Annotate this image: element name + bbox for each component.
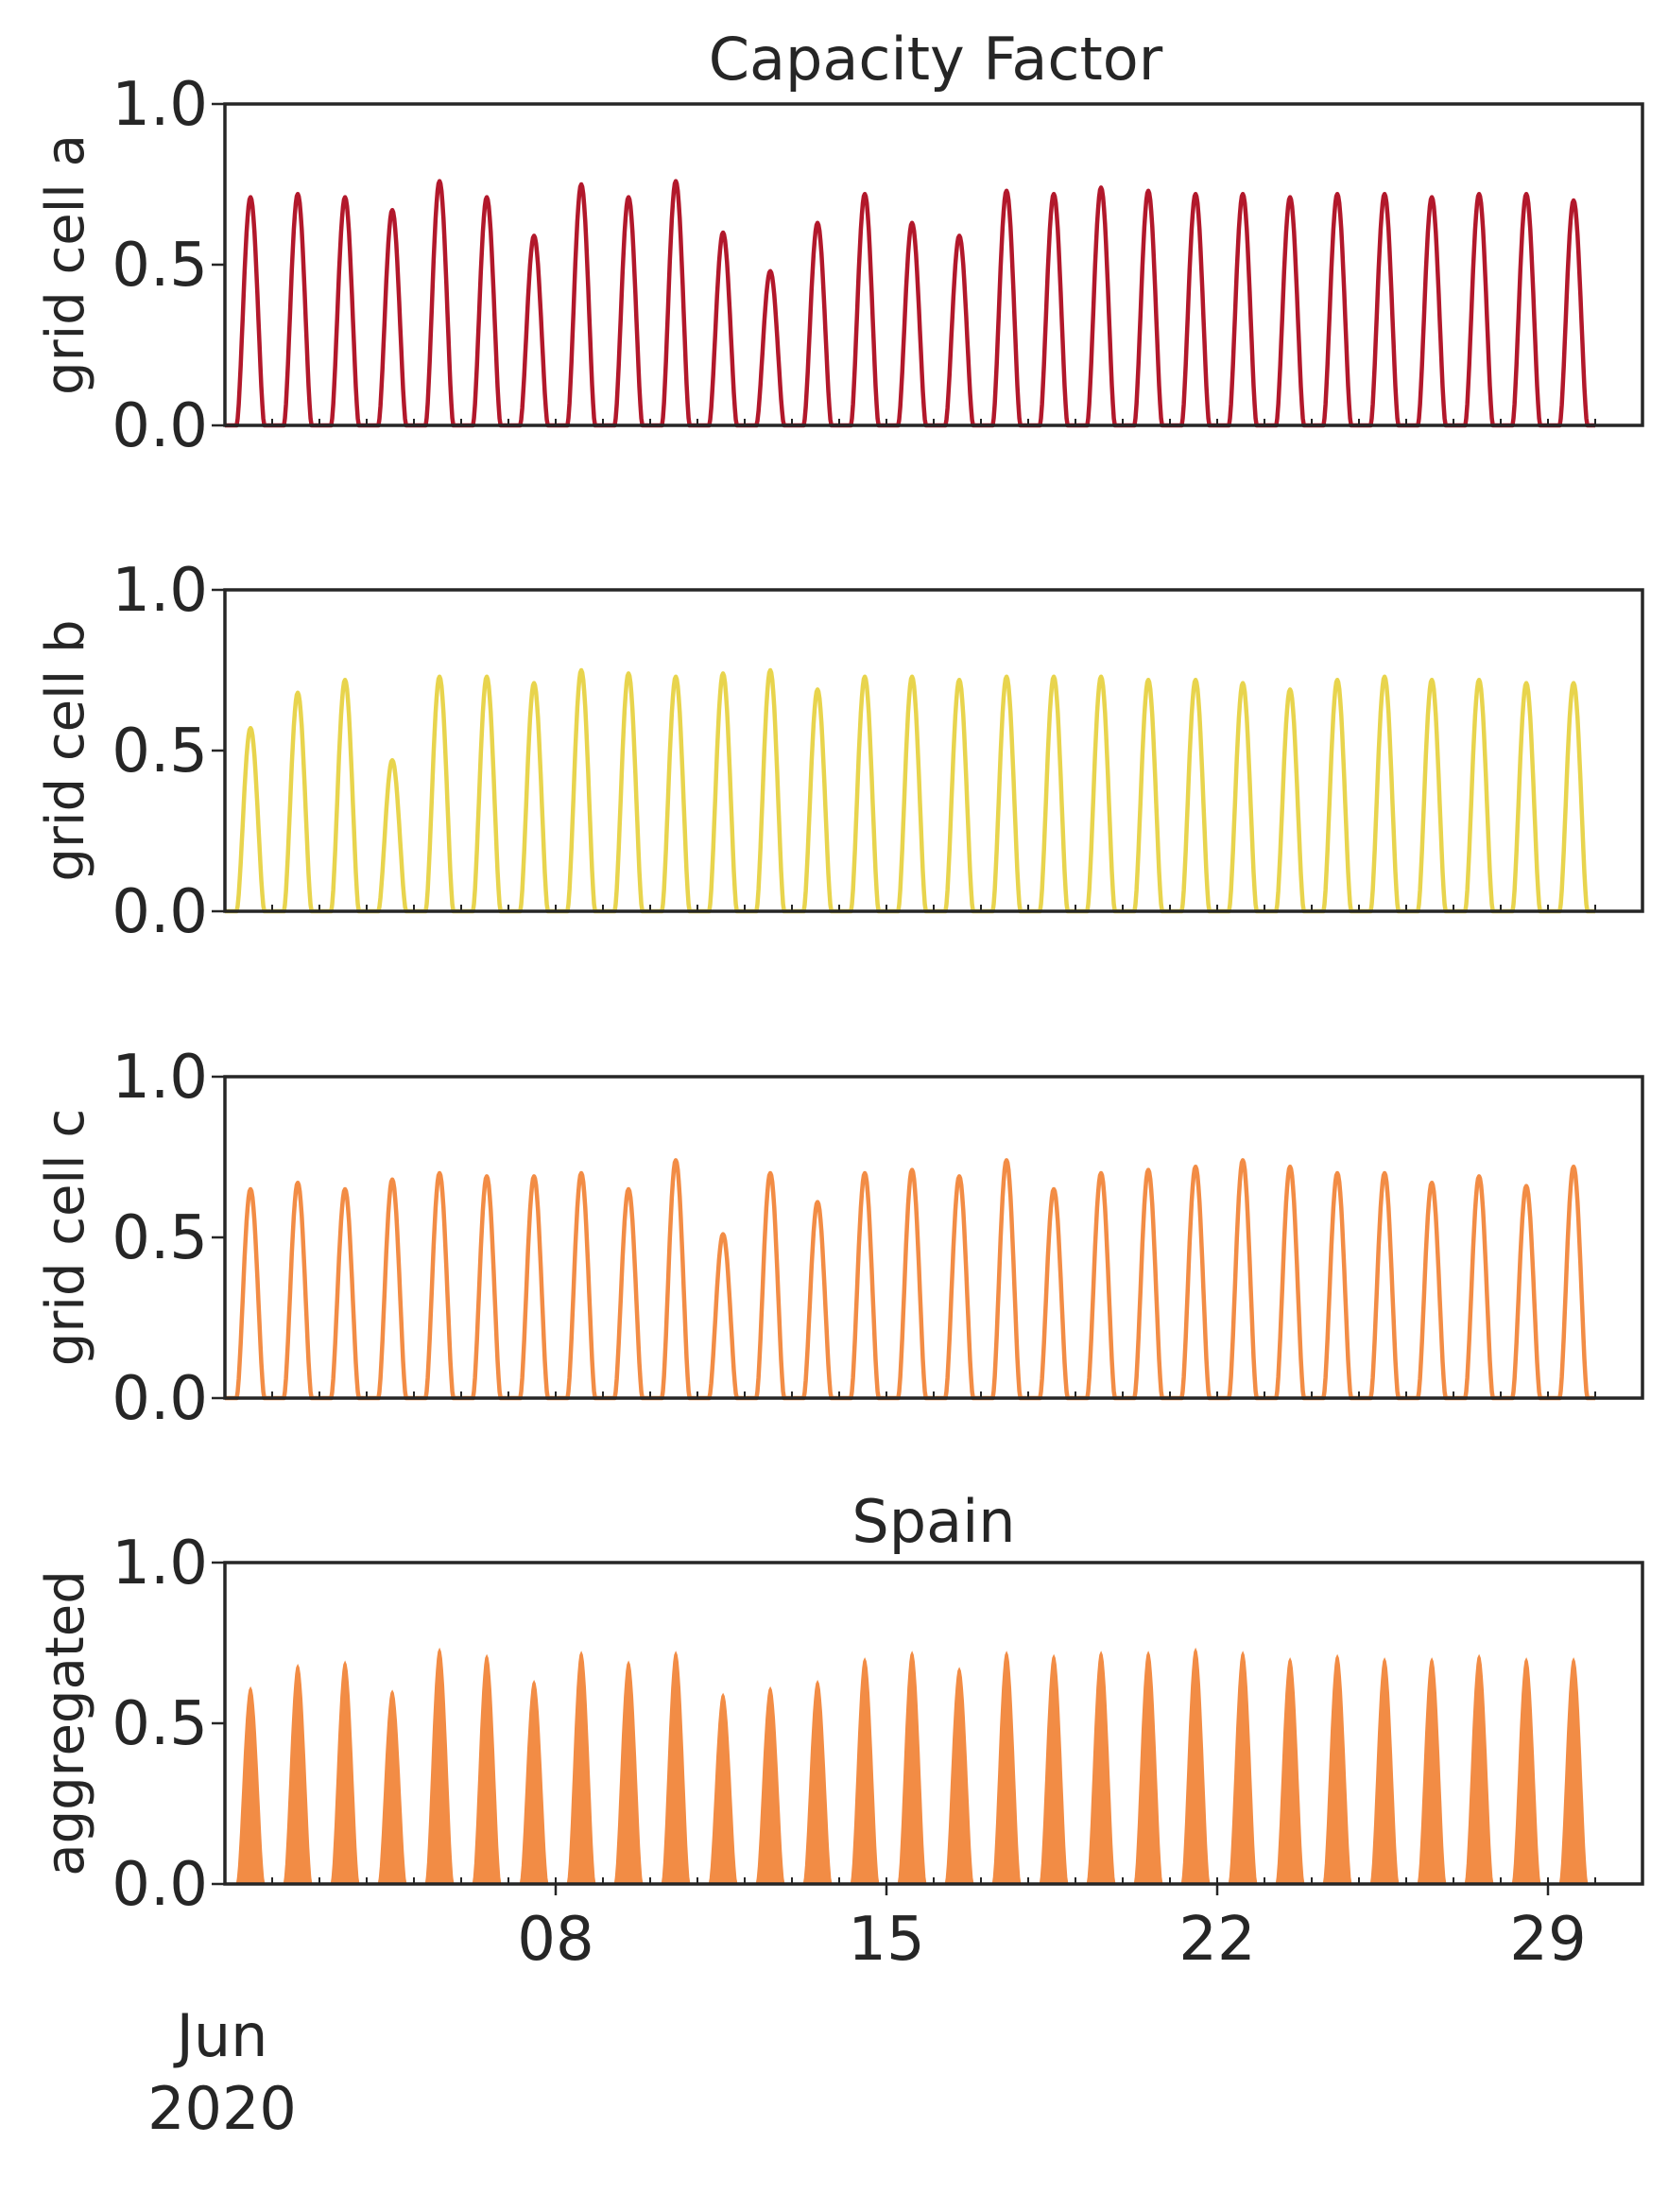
y-tick-label: 1.0 (112, 1043, 208, 1113)
y-tick-label: 0.0 (112, 1850, 208, 1920)
series-line-0 (223, 179, 1597, 428)
x-tick-label: 22 (1178, 1905, 1255, 1975)
axes-frame (223, 1075, 1644, 1400)
x-year-label: 2020 (147, 2074, 297, 2143)
panel-grid-cell-b: 0.0 0.5 1.0 grid cell b (35, 556, 1644, 947)
panel-grid-cell-a: 0.0 0.5 1.0 grid cell a (35, 70, 1644, 461)
y-tick-label: 0.0 (112, 391, 208, 461)
y-tick-label: 1.0 (112, 1529, 208, 1599)
y-tick-label: 0.5 (112, 231, 208, 301)
axes-frame (223, 588, 1644, 913)
series-area-0 (225, 1647, 1595, 1885)
y-axis-label: aggregated (35, 1570, 96, 1875)
y-axis-label: grid cell c (35, 1109, 96, 1366)
axes-frame (223, 102, 1644, 427)
panel-aggregated-spain: 0.0 0.5 1.0 aggregated Spain 08 15 22 29 (35, 1487, 1644, 1975)
figure-title: Capacity Factor (709, 25, 1163, 94)
x-tick-label: 29 (1509, 1905, 1586, 1975)
x-tick-label: 15 (848, 1905, 924, 1975)
y-tick-label: 0.5 (112, 1203, 208, 1273)
y-tick-label: 0.5 (112, 717, 208, 786)
y-tick-label: 0.5 (112, 1689, 208, 1759)
y-tick-label: 1.0 (112, 556, 208, 626)
y-tick-label: 0.0 (112, 1364, 208, 1434)
panel-grid-cell-c: 0.0 0.5 1.0 grid cell c (35, 1043, 1644, 1434)
x-month-label: Jun (173, 2001, 268, 2070)
y-axis-label: grid cell a (35, 134, 96, 395)
panel-title: Spain (851, 1487, 1015, 1556)
series-line-0 (223, 1158, 1597, 1401)
y-axis-label: grid cell b (35, 619, 96, 881)
y-tick-label: 1.0 (112, 70, 208, 140)
series-line-0 (223, 667, 1597, 914)
y-tick-label: 0.0 (112, 877, 208, 947)
x-tick-label: 08 (517, 1905, 593, 1975)
